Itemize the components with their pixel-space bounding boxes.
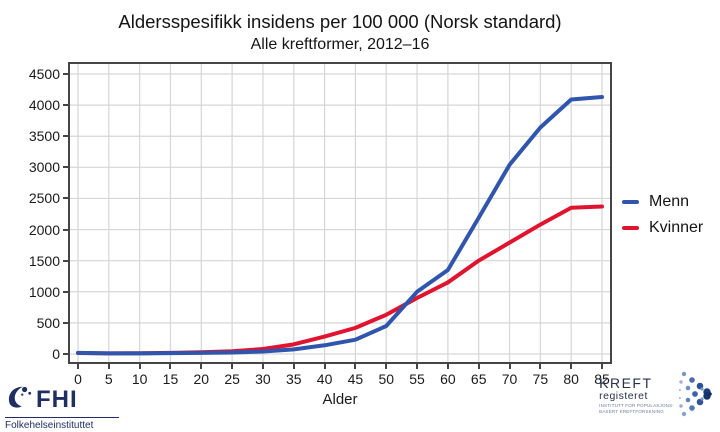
y-tick-label: 1000 xyxy=(28,283,60,300)
x-tick-mark xyxy=(601,364,603,369)
y-tick-label: 4500 xyxy=(28,66,60,82)
x-tick-mark xyxy=(231,364,234,369)
y-tick-label: 1500 xyxy=(28,252,60,269)
y-tick-mark xyxy=(63,290,68,293)
fhi-logo: FHI Folkehelseinstituttet xyxy=(5,383,135,431)
fhi-divider xyxy=(5,417,119,418)
fhi-full-name: Folkehelseinstituttet xyxy=(5,420,94,431)
plot-area xyxy=(68,62,612,364)
y-tick-mark xyxy=(63,259,68,262)
y-tick-label: 4000 xyxy=(28,97,60,114)
y-tick-mark xyxy=(63,135,68,138)
legend: Menn Kvinner xyxy=(622,193,703,245)
chart-title: Aldersspesifikk insidens per 100 000 (No… xyxy=(118,11,562,32)
x-tick-mark xyxy=(508,364,511,369)
y-tick-label: 0 xyxy=(52,346,60,362)
legend-item-menn: Menn xyxy=(622,193,703,211)
x-tick-mark xyxy=(169,364,172,369)
kreft-tagline-1: INSTITUTT FOR POPULASJONS- xyxy=(599,403,674,408)
x-tick-label: 15 xyxy=(162,371,179,387)
x-tick-mark xyxy=(354,364,357,369)
fhi-abbreviation: FHI xyxy=(36,385,78,413)
kreft-tagline-2: BASERT KREFTFORSKNING xyxy=(599,409,664,414)
x-tick-label: 45 xyxy=(347,371,364,387)
x-tick-label: 85 xyxy=(594,371,610,387)
legend-label-kvinner: Kvinner xyxy=(649,219,704,236)
y-tick-mark xyxy=(63,228,68,231)
x-tick-label: 55 xyxy=(409,371,425,387)
x-tick-label: 35 xyxy=(285,371,302,387)
x-tick-mark xyxy=(200,364,203,369)
dots-chevron-icon xyxy=(678,370,713,423)
y-tick-mark xyxy=(63,166,68,169)
y-tick-label: 2500 xyxy=(28,190,60,207)
x-tick-label: 75 xyxy=(532,371,549,387)
y-tick-mark xyxy=(63,353,68,355)
x-tick-mark xyxy=(385,364,388,369)
x-tick-label: 20 xyxy=(193,371,210,387)
y-tick-mark xyxy=(63,197,68,200)
x-tick-mark xyxy=(107,364,110,369)
x-tick-mark xyxy=(539,364,542,369)
x-tick-label: 30 xyxy=(255,371,271,387)
y-tick-label: 500 xyxy=(36,314,60,331)
x-tick-label: 60 xyxy=(440,371,456,387)
x-tick-label: 0 xyxy=(74,371,82,387)
x-tick-label: 70 xyxy=(501,371,518,387)
x-tick-label: 40 xyxy=(316,371,333,387)
x-tick-mark xyxy=(261,364,264,369)
x-tick-mark xyxy=(323,364,326,369)
x-tick-label: 25 xyxy=(224,371,240,387)
legend-item-kvinner: Kvinner xyxy=(622,219,703,237)
fhi-swoosh-bird-icon xyxy=(5,383,33,416)
x-tick-mark xyxy=(77,364,79,369)
y-tick-label: 2000 xyxy=(28,221,60,238)
y-tick-label: 3000 xyxy=(28,159,60,176)
x-tick-mark xyxy=(292,364,295,369)
x-tick-mark xyxy=(446,364,449,369)
y-tick-label: 3500 xyxy=(28,128,60,145)
y-tick-mark xyxy=(63,104,68,107)
kreft-wordmark-top: KREFT xyxy=(599,375,653,391)
x-axis-title: Alder xyxy=(322,391,358,408)
fhi-logo-top: FHI xyxy=(5,383,135,416)
x-tick-label: 5 xyxy=(104,371,113,387)
kreftregisteret-text: KREFT registeret INSTITUTT FOR POPULASJO… xyxy=(599,375,674,415)
x-tick-mark xyxy=(416,364,419,369)
kvinner-line-swatch-icon xyxy=(622,226,639,230)
menn-line-swatch-icon xyxy=(622,200,639,204)
chart-subtitle: Alle kreftformer, 2012–16 xyxy=(250,36,430,53)
x-tick-mark xyxy=(570,364,573,369)
y-tick-mark xyxy=(63,73,68,75)
x-tick-label: 50 xyxy=(378,371,395,387)
y-tick-mark xyxy=(63,321,68,324)
x-tick-label: 65 xyxy=(470,371,487,387)
kreft-wordmark-bottom: registeret xyxy=(599,390,648,402)
legend-label-menn: Menn xyxy=(649,193,690,210)
x-tick-label: 80 xyxy=(563,371,579,387)
x-tick-label: 10 xyxy=(131,371,148,387)
kreftregisteret-logo: KREFT registeret INSTITUTT FOR POPULASJO… xyxy=(599,370,713,423)
x-tick-mark xyxy=(477,364,480,369)
x-tick-mark xyxy=(138,364,141,369)
